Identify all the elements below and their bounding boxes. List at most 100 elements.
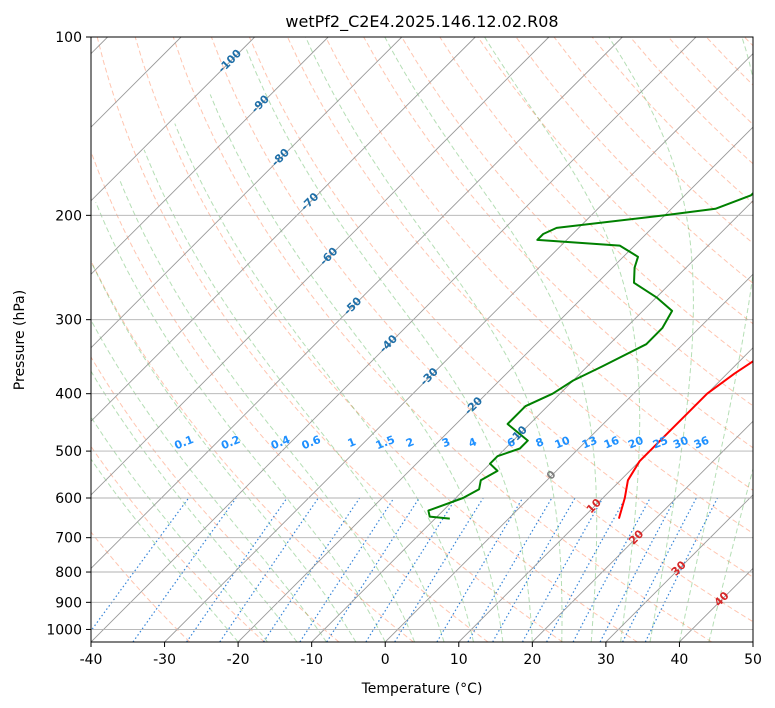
axis-layer: -40 -30 -20 -10 0 10 20 30 40 5010020030040050060… [46,30,762,668]
dry-adiabat [439,37,753,366]
y-tick-label: 400 [55,387,82,403]
y-tick-label: 100 [55,30,82,46]
mixing-ratio-label: 20 [626,434,645,452]
mixing-ratio-line [91,497,190,632]
series-layer [427,191,753,520]
dry-adiabat [248,37,753,578]
mixing-ratio-line [436,497,524,642]
isotherm-line [91,37,623,570]
mixing-ratio-line [219,497,319,642]
moist-adiabat [91,319,327,642]
isotherm-label: -70 [298,190,321,213]
moist-adiabat [174,123,474,642]
moist-adiabat [91,416,268,642]
label-layer: 0.1 0.2 0.4 0.6 1 1.5 2 3 4 6 8 10 13 16 20 25 30 36-100-… [173,47,732,610]
mixing-ratio-label: 1 [346,435,358,450]
chart-title: wetPf2_C2E4.2025.146.12.02.R08 [285,12,558,32]
isotherm-line [752,641,753,642]
moist-adiabat [91,370,298,642]
mixing-ratio-label: 30 [671,434,690,452]
x-axis-title: Temperature (°C) [361,681,483,697]
mixing-ratio-line [394,497,484,642]
x-tick-label: 0 [381,652,390,668]
isotherm-line [91,37,403,349]
isotherm-label: -90 [249,92,272,115]
mixing-ratio-label: 0.2 [219,433,242,452]
isotherm-line [164,52,753,642]
dry-adiabat [96,37,563,642]
isotherm-label: -20 [462,394,485,417]
mixing-ratio-label: 0.1 [173,433,196,452]
dry-adiabat [515,37,753,284]
dry-adiabat [591,37,753,204]
dry-adiabat [325,37,753,491]
isotherm-line [311,200,753,642]
mixing-ratio-line [622,497,697,642]
x-tick-label: -30 [153,652,176,668]
temperature-profile-line [617,360,753,519]
y-tick-label: 800 [55,565,82,581]
isotherm-line [91,37,550,496]
mixing-ratio-label: 36 [692,434,711,452]
isotherm-line [237,126,753,642]
dry-adiabat [667,37,753,126]
y-tick-label: 200 [55,208,82,224]
mixing-ratio-line [262,497,361,642]
dry-adiabat [553,37,753,244]
moist-adiabat [678,37,753,642]
dry-adiabat [401,37,753,407]
isotherm-label: 30 [669,558,689,578]
dry-adiabat [91,150,489,642]
mixing-ratio-label: 0.6 [300,433,323,452]
mixing-ratio-line [546,497,626,642]
isotherm-line [679,567,753,642]
y-axis-title: Pressure (hPa) [12,290,28,390]
moist-adiabat [708,467,753,642]
dry-adiabat [91,531,191,642]
mixing-ratio-label: 8 [534,435,546,450]
mixing-ratio-label: 4 [467,435,479,450]
dry-adiabat [210,37,753,623]
mixing-ratio-label: 13 [580,434,599,452]
mixing-ratio-label: 0.4 [269,433,292,452]
y-tick-label: 300 [55,313,82,329]
y-tick-label: 500 [55,444,82,460]
x-tick-label: 30 [597,652,615,668]
isotherm-label: 0 [544,468,559,483]
mixing-ratio-line [326,497,420,642]
mixing-ratio-line [365,497,457,642]
mixing-ratio-line [599,497,676,642]
isotherm-line [458,347,753,642]
x-tick-label: 40 [671,652,689,668]
mixing-ratio-label: 10 [553,434,572,452]
isotherm-label: -30 [418,365,441,388]
isotherm-label: 10 [584,496,604,516]
x-tick-label: -10 [300,652,323,668]
dry-adiabat [744,37,753,47]
x-tick-label: 20 [523,652,541,668]
mixing-ratio-label: 1.5 [374,433,397,452]
y-tick-label: 1000 [46,622,82,638]
mixing-ratio-line [572,497,651,642]
dry-adiabat [91,445,265,642]
moist-adiabat [305,37,563,642]
mixing-ratio-label: 25 [651,434,670,452]
moist-adiabat [384,37,598,642]
y-tick-label: 600 [55,491,82,507]
plot-frame [90,36,754,643]
dewpoint-profile-line [427,191,753,520]
moist-adiabat [608,37,694,642]
moist-adiabat [119,180,416,642]
dry-adiabat [134,37,638,642]
moist-adiabat [209,94,504,642]
mixing-ratio-line [644,497,719,642]
x-tick-label: -40 [80,652,103,668]
isotherm-line [605,494,753,642]
x-tick-label: 10 [450,652,468,668]
mixing-ratio-label: 16 [602,434,621,452]
x-tick-label: -20 [227,652,250,668]
dry-adiabat [91,356,340,642]
y-tick-label: 900 [55,595,82,611]
mixing-ratio-line [132,497,237,642]
